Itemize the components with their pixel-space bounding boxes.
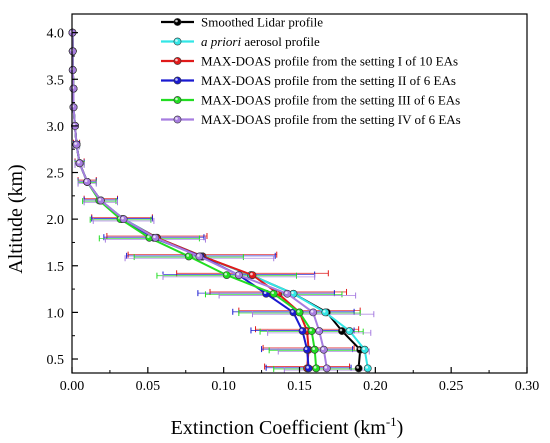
legend-label-text: MAX-DOAS profile from the setting III of… (201, 93, 460, 108)
series-lines (68, 28, 372, 373)
x-tick-label: 0.15 (287, 379, 312, 394)
data-point (319, 345, 328, 354)
data-point (83, 177, 92, 186)
error-bars (73, 139, 375, 374)
legend-label-italic: a priori (201, 34, 241, 49)
data-point (195, 252, 204, 261)
data-point (303, 345, 311, 354)
legend-label: Smoothed Lidar profile (201, 15, 323, 30)
y-tick-label: 1.0 (47, 306, 65, 321)
data-point (69, 84, 78, 93)
x-axis-title-exponent: -1 (386, 414, 397, 429)
data-point (315, 327, 324, 335)
data-point (298, 327, 307, 335)
y-tick-label: 2.0 (47, 213, 65, 228)
y-tick-label: 0.5 (47, 353, 65, 368)
x-tick-label: 0.30 (515, 379, 540, 394)
legend-label-text: Smoothed Lidar profile (201, 15, 323, 30)
data-point (295, 308, 304, 317)
data-point (309, 308, 318, 317)
legend-label: MAX-DOAS profile from the setting II of … (201, 73, 456, 88)
data-point (363, 364, 372, 373)
axes: 0.00 0.05 0.10 0.15 0.20 0.25 0.30 0.5 1.0 1.5 2.0… (47, 13, 540, 394)
legend-item: Smoothed Lidar profile (161, 15, 323, 30)
y-axis-title: Altitude (km) (5, 164, 27, 273)
x-tick-label: 0.10 (211, 379, 236, 394)
legend-label-text: MAX-DOAS profile from the setting II of … (201, 73, 456, 88)
y-tick-label: 3.0 (47, 120, 65, 135)
data-point (222, 271, 231, 279)
data-point (151, 233, 160, 242)
legend-item: MAX-DOAS profile from the setting I of 1… (161, 54, 458, 69)
x-axis-title-main: Extinction Coefficient (km (171, 417, 387, 439)
data-point (354, 364, 363, 373)
x-tick-label: 0.05 (136, 379, 161, 394)
data-point (322, 364, 331, 373)
legend-label-text: aerosol profile (241, 34, 320, 49)
legend-item: MAX-DOAS profile from the setting IV of … (161, 112, 461, 127)
data-point (307, 327, 316, 335)
data-point (234, 271, 243, 279)
data-point (72, 140, 81, 149)
legend-label: MAX-DOAS profile from the setting I of 1… (201, 54, 458, 69)
legend-label: MAX-DOAS profile from the setting IV of … (201, 112, 461, 127)
legend: Smoothed Lidar profile a priori aerosol p… (161, 15, 461, 127)
legend-label: a priori aerosol profile (201, 34, 320, 49)
y-tick-label: 1.5 (47, 260, 65, 275)
legend-label-text: MAX-DOAS profile from the setting I of 1… (201, 54, 458, 69)
legend-label: MAX-DOAS profile from the setting III of… (201, 93, 460, 108)
data-point (304, 364, 313, 373)
legend-item: MAX-DOAS profile from the setting II of … (161, 73, 456, 88)
data-point (69, 103, 78, 112)
data-point (68, 47, 77, 56)
x-axis-title: Extinction Coefficient (km-1) (171, 414, 404, 439)
series-6 (68, 28, 331, 373)
data-point (310, 345, 319, 354)
y-tick-label: 4.0 (47, 27, 65, 42)
data-point (283, 289, 292, 298)
data-point (68, 66, 77, 74)
data-point (248, 271, 257, 279)
data-point (119, 215, 128, 224)
data-point (321, 308, 330, 317)
data-point (345, 327, 354, 335)
data-point (338, 327, 346, 335)
x-tick-label: 0.00 (60, 379, 85, 394)
legend-item: a priori aerosol profile (161, 34, 320, 49)
y-tick-label: 2.5 (47, 167, 65, 182)
legend-item: MAX-DOAS profile from the setting III of… (161, 93, 460, 108)
data-point (269, 289, 278, 298)
x-tick-label: 0.20 (363, 379, 388, 394)
x-axis-title-end: ) (397, 417, 404, 439)
data-point (312, 364, 321, 373)
legend-label-text: MAX-DOAS profile from the setting IV of … (201, 112, 461, 127)
x-tick-label: 0.25 (439, 379, 464, 394)
y-tick-label: 3.5 (47, 73, 65, 88)
data-point (360, 345, 369, 354)
data-point (75, 159, 84, 168)
data-point (96, 196, 105, 205)
